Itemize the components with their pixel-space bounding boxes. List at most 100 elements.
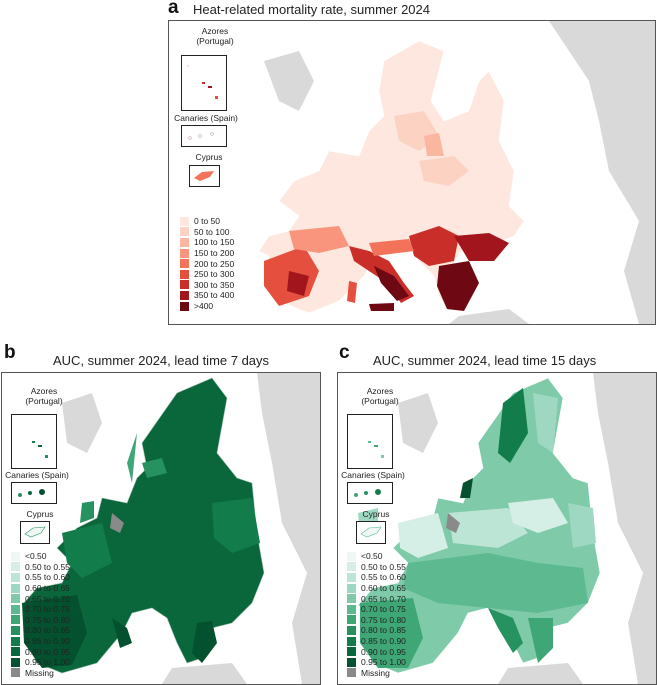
legend-swatch: [11, 594, 20, 604]
legend-label: 0.70 to 0.75: [361, 604, 406, 615]
legend-item: 0.70 to 0.75: [11, 604, 70, 615]
legend-item: 50 to 100: [180, 227, 234, 238]
legend-label: <0.50: [25, 551, 47, 562]
legend-label: 250 to 300: [194, 269, 235, 280]
legend-swatch: [11, 572, 20, 582]
legend-swatch: [347, 583, 356, 593]
legend-label: 0.65 to 0.70: [361, 593, 406, 604]
panel-b-inset-azores-label: Azores (Portugal): [25, 386, 63, 406]
map-a: Azores (Portugal) Canaries (Spain) Cypru…: [168, 20, 656, 325]
map-a-svg: [169, 21, 655, 324]
legend-swatch: [180, 269, 189, 279]
legend-item: 0.50 to 0.55: [347, 562, 406, 573]
panel-a-inset-azores: [181, 55, 227, 111]
legend-swatch: [347, 615, 356, 625]
legend-swatch: [11, 551, 20, 561]
panel-c-inset-canaries-label: Canaries (Spain): [341, 470, 405, 480]
legend-label: 200 to 250: [194, 258, 235, 269]
legend-item: 0.70 to 0.75: [347, 604, 406, 615]
legend-swatch: [11, 604, 20, 614]
legend-swatch: [347, 668, 356, 678]
legend-label: 0.55 to 0.60: [361, 572, 406, 583]
legend-swatch: [11, 615, 20, 625]
legend-item: 150 to 200: [180, 248, 234, 259]
panel-a-inset-cyprus-label: Cyprus: [195, 152, 223, 162]
legend-label: Missing: [361, 667, 390, 678]
legend-item: 0.95 to 1.00: [11, 657, 70, 668]
legend-label: 0 to 50: [194, 216, 220, 227]
legend-label: 0.95 to 1.00: [361, 657, 406, 668]
panel-b-inset-canaries-label: Canaries (Spain): [5, 470, 69, 480]
panel-b-title: AUC, summer 2024, lead time 7 days: [53, 353, 270, 368]
legend-item: Missing: [11, 668, 70, 679]
panel-b-inset-azores: [11, 414, 57, 469]
legend-swatch: [347, 572, 356, 582]
legend-item: 0.85 to 0.90: [347, 636, 406, 647]
legend-item: 0.55 to 0.60: [11, 572, 70, 583]
panel-b-legend: <0.50 0.50 to 0.55 0.55 to 0.60 0.60 to 0.6…: [11, 551, 70, 678]
map-c: Azores (Portugal) Canaries (Spain) Cypru…: [337, 372, 657, 685]
panel-a-legend: 0 to 50 50 to 100 100 to 150 150 to 200 200 …: [180, 216, 234, 311]
legend-swatch: [11, 583, 20, 593]
legend-label: 0.75 to 0.80: [361, 614, 406, 625]
legend-swatch: [11, 562, 20, 572]
legend-label: 0.55 to 0.60: [25, 572, 70, 583]
panel-c-inset-cyprus: [356, 521, 386, 544]
legend-item: 0.60 to 0.65: [347, 583, 406, 594]
legend-label: 0.70 to 0.75: [25, 604, 70, 615]
panel-b-inset-cyprus: [20, 521, 50, 544]
legend-label: 0.75 to 0.80: [25, 614, 70, 625]
legend-swatch: [347, 647, 356, 657]
legend-label: 0.60 to 0.65: [361, 583, 406, 594]
legend-label: Missing: [25, 667, 54, 678]
legend-swatch: [11, 636, 20, 646]
legend-label: <0.50: [361, 551, 383, 562]
legend-item: 300 to 350: [180, 280, 234, 291]
legend-item: 0.90 to 0.95: [11, 646, 70, 657]
legend-swatch: [180, 280, 189, 290]
legend-label: 0.95 to 1.00: [25, 657, 70, 668]
legend-item: 0.85 to 0.90: [11, 636, 70, 647]
legend-swatch: [180, 227, 189, 237]
legend-swatch: [347, 636, 356, 646]
panel-c-inset-cyprus-label: Cyprus: [362, 509, 390, 519]
legend-item: 0.65 to 0.70: [11, 593, 70, 604]
legend-label: 0.50 to 0.55: [361, 561, 406, 572]
legend-label: 150 to 200: [194, 248, 235, 259]
panel-c-title: AUC, summer 2024, lead time 15 days: [373, 353, 597, 368]
legend-label: 0.60 to 0.65: [25, 583, 70, 594]
legend-label: 0.90 to 0.95: [361, 646, 406, 657]
legend-label: 350 to 400: [194, 290, 235, 301]
legend-swatch: [180, 301, 189, 311]
legend-label: 100 to 150: [194, 237, 235, 248]
panel-c-inset-azores-label: Azores (Portugal): [361, 386, 399, 406]
legend-item: 0.90 to 0.95: [347, 646, 406, 657]
legend-swatch: [347, 594, 356, 604]
legend-label: 0.80 to 0.85: [361, 625, 406, 636]
legend-swatch: [11, 657, 20, 667]
legend-item: >400: [180, 301, 234, 312]
panel-c-letter: c: [339, 342, 350, 363]
panel-b-inset-canaries: [11, 482, 57, 504]
legend-label: >400: [194, 301, 214, 312]
legend-swatch: [180, 216, 189, 226]
legend-swatch: [11, 668, 20, 678]
legend-label: 0.80 to 0.85: [25, 625, 70, 636]
panel-c-inset-canaries: [347, 482, 393, 504]
legend-item: 0 to 50: [180, 216, 234, 227]
panel-b-letter: b: [4, 342, 16, 363]
legend-swatch: [347, 562, 356, 572]
legend-label: 0.65 to 0.70: [25, 593, 70, 604]
panel-a-inset-cyprus: [189, 165, 220, 187]
legend-swatch: [11, 625, 20, 635]
legend-label: 0.90 to 0.95: [25, 646, 70, 657]
panel-a-letter: a: [168, 0, 179, 18]
map-b: Azores (Portugal) Canaries (Spain) Cypru…: [1, 372, 321, 685]
legend-item: 0.50 to 0.55: [11, 562, 70, 573]
legend-item: <0.50: [11, 551, 70, 562]
legend-swatch: [347, 551, 356, 561]
legend-label: 300 to 350: [194, 279, 235, 290]
panel-a-inset-canaries: [181, 125, 227, 147]
legend-item: 0.75 to 0.80: [11, 615, 70, 626]
legend-swatch: [180, 290, 189, 300]
